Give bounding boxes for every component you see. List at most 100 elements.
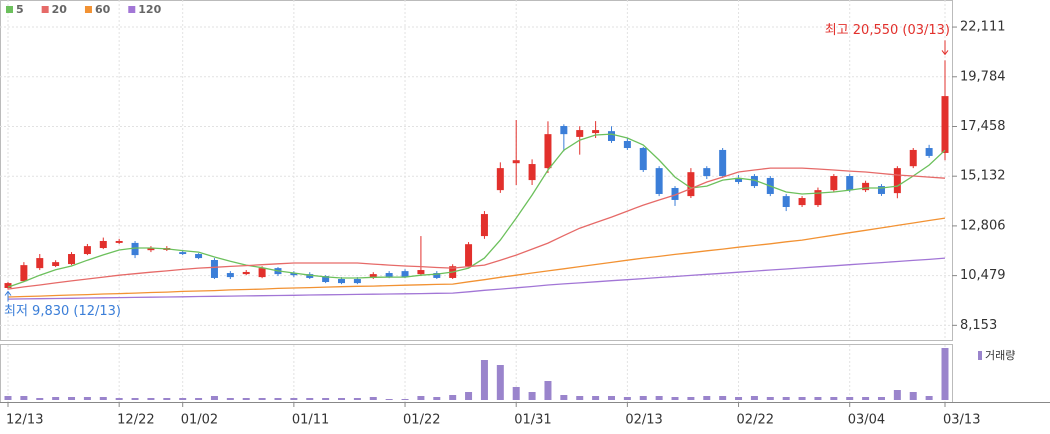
low-arrow <box>4 290 12 302</box>
candle-body <box>512 160 520 164</box>
candle-body <box>226 273 234 278</box>
volume-bar <box>338 398 346 400</box>
candle-body <box>290 273 298 276</box>
candle-body <box>607 131 615 141</box>
candle-body <box>338 279 346 284</box>
y-tick-label: 12,806 <box>960 218 1006 233</box>
x-tick-label: 01/02 <box>181 413 218 428</box>
volume-bar <box>195 398 203 400</box>
candle-body <box>639 148 647 171</box>
x-tick-label: 01/22 <box>403 413 440 428</box>
volume-bar <box>830 397 838 400</box>
legend-label: 5 <box>16 3 24 16</box>
candle-body <box>830 176 838 191</box>
candle-body <box>385 273 393 278</box>
x-tick-label: 02/22 <box>737 413 774 428</box>
volume-bar <box>274 398 282 400</box>
high-annotation: 최고 20,550 (03/13) <box>825 23 950 38</box>
candle-body <box>877 186 885 194</box>
volume-bar <box>163 398 171 400</box>
volume-bar <box>68 397 76 400</box>
volume-bar <box>179 398 187 400</box>
volume-bar <box>4 396 12 400</box>
candle-body <box>258 268 266 278</box>
volume-bar <box>671 397 679 400</box>
candle-body <box>210 260 218 278</box>
volume-bar <box>782 397 790 400</box>
candle-body <box>592 130 600 134</box>
volume-bar <box>433 397 441 400</box>
candle-body <box>750 176 758 187</box>
candle-body <box>353 279 361 284</box>
candle-body <box>941 96 949 153</box>
volume-bar <box>655 396 663 400</box>
candle-body <box>576 130 584 137</box>
y-tick-label: 19,784 <box>960 69 1006 84</box>
low-annotation: 최저 9,830 (12/13) <box>4 304 121 319</box>
volume-bar <box>766 397 774 400</box>
ma-line <box>7 257 946 300</box>
candle-body <box>687 172 695 197</box>
candle-body <box>846 176 854 191</box>
x-tick-label: 12/13 <box>6 413 43 428</box>
ma-line <box>7 217 946 298</box>
y-tick-label: 8,153 <box>960 318 997 333</box>
volume-bar <box>623 397 631 400</box>
volume-bar <box>20 396 28 400</box>
price-panel <box>0 0 953 341</box>
high-arrow <box>941 40 949 56</box>
volume-bar <box>639 396 647 400</box>
volume-bar <box>560 395 568 400</box>
candle-body <box>20 265 28 282</box>
candle-body <box>99 240 107 249</box>
x-tick-label: 01/11 <box>292 413 329 428</box>
volume-bar <box>576 396 584 400</box>
volume-bar <box>798 397 806 400</box>
candle-body <box>655 168 663 194</box>
volume-bar <box>735 397 743 400</box>
legend-swatch <box>84 6 92 13</box>
candle-body <box>115 240 123 243</box>
x-tick-label: 03/04 <box>848 413 885 428</box>
legend-swatch <box>978 351 982 360</box>
volume-bar <box>877 397 885 400</box>
volume-bar <box>210 396 218 400</box>
volume-bar <box>115 398 123 400</box>
volume-bar <box>893 390 901 400</box>
candle-body <box>496 168 504 191</box>
volume-bar <box>544 381 552 400</box>
candle-body <box>528 164 536 181</box>
legend-label: 거래량 <box>985 349 1015 362</box>
candle-body <box>782 196 790 208</box>
volume-bar <box>449 395 457 400</box>
volume-bar <box>496 365 504 400</box>
candle-body <box>68 254 76 265</box>
y-tick-label: 10,479 <box>960 268 1006 283</box>
volume-bar <box>258 398 266 400</box>
volume-bar <box>703 396 711 400</box>
candle-body <box>369 274 377 278</box>
volume-bar <box>592 396 600 400</box>
ma-line <box>7 133 946 288</box>
volume-bar <box>369 397 377 400</box>
volume-bar <box>909 392 917 400</box>
volume-bar <box>687 397 695 400</box>
volume-bar <box>306 398 314 400</box>
candle-body <box>465 244 473 267</box>
candle-body <box>322 276 330 283</box>
ma-line <box>7 167 946 290</box>
volume-bar <box>417 396 425 400</box>
candle-body <box>862 182 870 191</box>
volume-bar <box>52 397 60 400</box>
candle-body <box>52 262 60 266</box>
candle-body <box>798 198 806 206</box>
volume-bar <box>607 396 615 400</box>
candle-body <box>147 248 155 251</box>
volume-bar <box>385 399 393 400</box>
volume-bar <box>480 360 488 400</box>
candle-body <box>814 190 822 206</box>
legend-swatch <box>41 6 49 13</box>
candle-body <box>671 187 679 200</box>
volume-bar <box>512 387 520 400</box>
candle-body <box>242 271 250 275</box>
